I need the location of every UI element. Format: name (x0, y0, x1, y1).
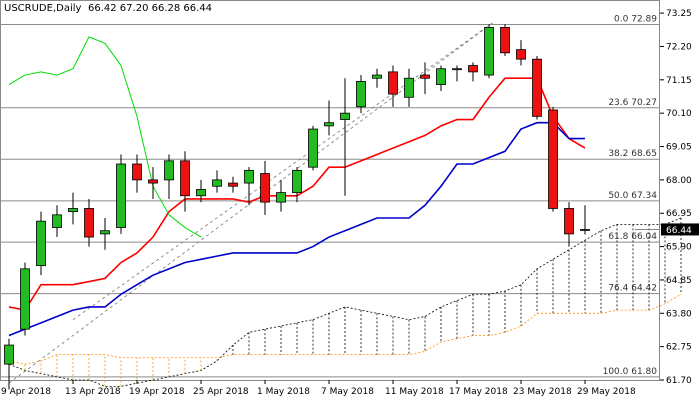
x-tick-label: 23 May 2018 (513, 387, 572, 397)
x-tick-label: 29 May 2018 (577, 387, 636, 397)
candle-down (84, 208, 94, 238)
candle-up (244, 169, 254, 184)
y-tick-label: 61.70 (666, 376, 692, 386)
candle-down (516, 49, 526, 60)
y-tick-label: 66.95 (666, 209, 692, 219)
candle-up (580, 229, 590, 231)
fib-level-label: 100.0 61.80 (603, 367, 658, 377)
y-tick-label: 71.15 (666, 76, 692, 86)
fib-level-label: 23.6 70.27 (608, 98, 657, 108)
chart-symbol: USCRUDE,Daily (4, 3, 81, 14)
indicator-line-3 (8, 36, 202, 238)
candle-up (404, 77, 414, 98)
y-tick-label: 63.80 (666, 309, 692, 319)
y-tick-label: 73.25 (666, 9, 692, 19)
y-tick-label: 64.85 (666, 276, 692, 286)
fib-fan-lines (8, 22, 494, 384)
candle-up (116, 163, 126, 228)
candle-up (4, 344, 14, 365)
candle-down (532, 58, 542, 117)
fib-fan-line (72, 22, 494, 320)
y-tick-label: 70.10 (666, 109, 692, 119)
candle-down (148, 179, 158, 184)
candle-up (276, 192, 286, 203)
candle-up (324, 122, 334, 127)
x-tick-label: 19 Apr 2018 (129, 387, 185, 397)
candle-down (132, 163, 142, 181)
candle-up (20, 268, 30, 330)
candle-up (196, 189, 206, 197)
x-axis: 9 Apr 2018 13 Apr 2018 19 Apr 2018 25 Apr 2… (1, 380, 636, 397)
candle-down (228, 182, 238, 187)
candle-down (260, 173, 270, 203)
chart-ohlc: 66.42 67.20 66.28 66.44 (88, 3, 212, 14)
candle-up (340, 112, 350, 120)
candle-down (420, 74, 430, 79)
candle-up (68, 208, 78, 213)
candle-down (548, 109, 558, 209)
candle-up (212, 179, 222, 187)
candle-up (356, 81, 366, 108)
candle-up (436, 68, 446, 85)
candle-up (372, 74, 382, 79)
x-tick-label: 13 Apr 2018 (65, 387, 121, 397)
candle-up (164, 160, 174, 181)
y-axis: 73.25 72.20 71.15 70.10 69.05 68.00 66.95 65.90… (635, 9, 699, 386)
x-tick-label: 1 May 2018 (257, 387, 310, 397)
fib-fan-line (8, 22, 494, 384)
candle-down (500, 27, 510, 54)
candle-up (100, 230, 110, 235)
candle-down (388, 71, 398, 95)
x-tick-label: 9 Apr 2018 (1, 387, 51, 397)
candle-up (36, 220, 46, 267)
indicator-line-2 (8, 121, 585, 337)
current-price-label: 66.44 (666, 226, 692, 236)
x-tick-label: 11 May 2018 (385, 387, 444, 397)
y-tick-label: 65.90 (666, 243, 692, 253)
candle-up (292, 169, 302, 193)
fib-level-label: 0.0 72.89 (614, 15, 657, 25)
candle-up (308, 128, 318, 168)
y-tick-label: 62.75 (666, 343, 692, 353)
candles (4, 24, 590, 390)
x-tick-label: 17 May 2018 (449, 387, 508, 397)
plot-frame (0, 0, 660, 381)
y-tick-label: 68.00 (666, 176, 692, 186)
y-tick-label: 69.05 (666, 143, 692, 153)
x-tick-label: 25 Apr 2018 (193, 387, 249, 397)
x-tick-label: 7 May 2018 (321, 387, 374, 397)
current-price-box (661, 223, 699, 236)
candle-up (52, 214, 62, 228)
candle-up (484, 27, 494, 76)
candle-down (468, 65, 478, 73)
candle-up (452, 68, 462, 71)
fib-level-label: 38.2 68.65 (608, 149, 657, 159)
y-tick-label: 72.20 (666, 42, 692, 52)
candle-down (564, 208, 574, 235)
fib-level-label: 50.0 67.34 (608, 191, 657, 201)
candle-down (180, 160, 190, 197)
